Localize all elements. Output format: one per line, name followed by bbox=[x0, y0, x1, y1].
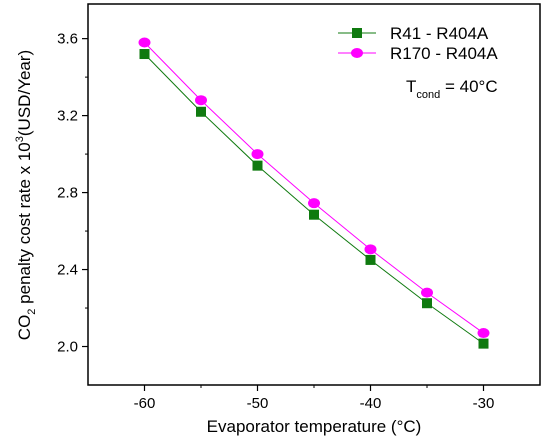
y-axis: 2.0 2.4 2.8 3.2 3.6 bbox=[57, 31, 88, 356]
y-axis-title-superscript: 3 bbox=[14, 136, 26, 142]
y-tick-label: 2.0 bbox=[57, 339, 78, 356]
y-axis-title-prefix: CO bbox=[15, 315, 34, 341]
legend-label-r170: R170 - R404A bbox=[390, 44, 498, 63]
data-point-r170 bbox=[364, 244, 377, 255]
y-axis-title-suffix: (USD/Year) bbox=[15, 50, 34, 136]
condensing-temperature-annotation: Tcond = 40°C bbox=[406, 77, 498, 101]
series-layer bbox=[138, 37, 490, 349]
annotation-suffix: = 40°C bbox=[440, 77, 497, 96]
legend-marker-square bbox=[352, 28, 362, 38]
x-tick-label: -30 bbox=[473, 395, 495, 412]
x-tick-label: -50 bbox=[247, 395, 269, 412]
x-axis: -60 -50 -40 -30 bbox=[134, 385, 495, 412]
y-axis-title-middle: penalty cost rate x 10 bbox=[15, 142, 34, 308]
y-tick-label: 3.2 bbox=[57, 108, 78, 125]
annotation-subscript: cond bbox=[416, 89, 440, 101]
data-point-r41 bbox=[309, 209, 319, 220]
x-tick-label: -40 bbox=[360, 395, 382, 412]
legend-entry-r170: R170 - R404A bbox=[338, 44, 498, 63]
data-point-r41 bbox=[478, 338, 489, 349]
legend-marker-circle bbox=[351, 48, 363, 58]
data-point-r170 bbox=[421, 287, 433, 298]
data-point-r170 bbox=[195, 95, 207, 106]
data-point-r41 bbox=[365, 254, 376, 265]
x-axis-title: Evaporator temperature (°C) bbox=[207, 417, 422, 436]
y-axis-title: CO2 penalty cost rate x 103(USD/Year) bbox=[14, 50, 38, 340]
legend-entry-r41: R41 - R404A bbox=[338, 24, 489, 43]
series-line-r170 bbox=[144, 42, 484, 334]
data-point-r41 bbox=[252, 160, 263, 171]
data-point-r170 bbox=[251, 149, 264, 160]
annotation-main: T bbox=[406, 77, 416, 96]
y-tick-label: 2.8 bbox=[57, 185, 78, 202]
y-tick-label: 3.6 bbox=[57, 31, 78, 48]
data-point-r170 bbox=[138, 37, 151, 48]
data-point-r170 bbox=[308, 198, 320, 209]
data-point-r41 bbox=[422, 298, 432, 309]
x-tick-label: -60 bbox=[134, 395, 156, 412]
legend: R41 - R404A R170 - R404A bbox=[338, 24, 498, 63]
y-tick-label: 2.4 bbox=[57, 262, 78, 279]
legend-label-r41: R41 - R404A bbox=[390, 24, 489, 43]
y-axis-title-subscript: 2 bbox=[26, 309, 38, 315]
data-point-r41 bbox=[196, 106, 206, 117]
data-point-r170 bbox=[477, 328, 490, 339]
data-point-r41 bbox=[139, 49, 150, 60]
